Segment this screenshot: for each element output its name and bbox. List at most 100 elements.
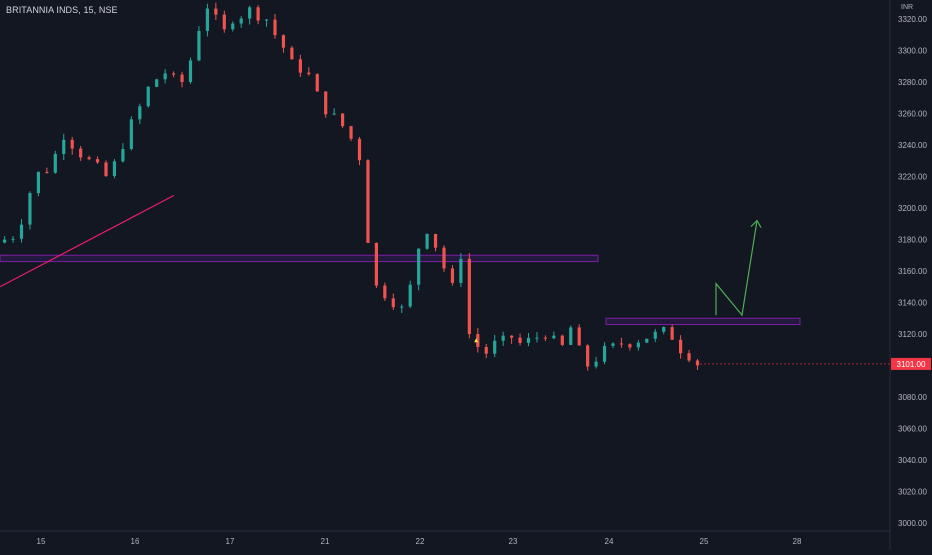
price-axis-tick: 3120.00 (898, 330, 927, 339)
up-candle (425, 233, 429, 249)
down-candle (577, 327, 581, 346)
down-candle (484, 346, 488, 354)
up-candle (129, 119, 133, 149)
down-candle (214, 8, 218, 15)
up-candle (112, 161, 117, 177)
signal-marker (474, 338, 479, 343)
price-axis-tick: 3140.00 (898, 299, 927, 308)
down-candle (273, 19, 277, 36)
price-axis-tick: 3060.00 (898, 425, 927, 434)
down-candle (180, 74, 184, 83)
up-candle (569, 327, 573, 345)
down-candle (172, 73, 176, 75)
trendline (0, 194, 175, 288)
down-candle (467, 258, 471, 335)
down-candle (324, 91, 328, 115)
down-candle (695, 360, 700, 366)
down-candle (341, 113, 345, 127)
price-axis-tick: 3080.00 (898, 393, 927, 402)
down-candle (79, 148, 83, 158)
up-candle (459, 258, 463, 283)
down-candle (679, 339, 683, 354)
up-candle (53, 153, 57, 173)
resistance-zone (0, 254, 599, 263)
time-axis-tick: 17 (226, 537, 235, 546)
last-price-badge (891, 357, 931, 370)
up-candle (146, 86, 150, 107)
up-candle (239, 18, 243, 24)
price-axis-tick: 3200.00 (898, 204, 927, 213)
down-candle (433, 233, 438, 248)
down-candle (357, 138, 362, 161)
up-candle (417, 248, 421, 285)
projection-arrow (715, 220, 758, 317)
down-candle (442, 247, 446, 269)
up-candle (205, 8, 209, 31)
up-candle (188, 60, 193, 83)
down-candle (290, 47, 294, 60)
down-candle (45, 171, 49, 173)
price-axis-tick: 3180.00 (898, 236, 927, 245)
up-candle (526, 337, 531, 343)
price-axis-tick: 3000.00 (898, 519, 927, 528)
price-axis-tick: 3020.00 (898, 488, 927, 497)
price-axis-tick: 3160.00 (898, 267, 927, 276)
up-candle (400, 306, 404, 308)
down-candle (222, 14, 226, 30)
down-candle (281, 35, 286, 48)
projection-arrow-head (750, 219, 762, 228)
up-candle (535, 337, 539, 339)
time-axis-tick: 24 (605, 537, 614, 546)
up-candle (28, 193, 32, 225)
up-candle (62, 139, 66, 154)
up-candle (138, 106, 142, 120)
down-candle (298, 59, 302, 73)
up-candle (501, 335, 505, 341)
down-candle (87, 157, 91, 160)
down-candle (315, 74, 319, 92)
down-candle (383, 285, 387, 299)
time-axis-tick: 16 (131, 537, 140, 546)
down-candle (510, 335, 514, 338)
up-candle (332, 113, 336, 115)
up-candle (36, 171, 40, 194)
up-candle (197, 30, 201, 61)
down-candle (95, 159, 100, 163)
up-candle (602, 345, 607, 362)
last-price-label: 3101.00 (897, 360, 926, 369)
time-axis-tick: 25 (700, 537, 709, 546)
up-candle (155, 79, 159, 87)
up-candle (594, 361, 598, 367)
currency-label: INR (901, 4, 914, 11)
symbol-title: BRITANNIA INDS, 15, NSE (6, 5, 118, 15)
up-candle (264, 19, 269, 21)
time-axis-tick: 22 (416, 537, 425, 546)
down-candle (104, 162, 108, 177)
time-axis-tick: 15 (37, 537, 46, 546)
up-candle (121, 148, 125, 162)
price-axis-tick: 3220.00 (898, 173, 927, 182)
down-candle (628, 344, 632, 348)
down-candle (391, 298, 395, 308)
up-candle (645, 338, 649, 343)
up-candle (248, 7, 252, 19)
up-candle (408, 284, 412, 307)
up-candle (636, 342, 640, 348)
down-candle (349, 126, 353, 139)
down-candle (307, 72, 311, 75)
resistance-zone (605, 317, 801, 326)
price-axis-tick: 3320.00 (898, 15, 927, 24)
down-candle (586, 345, 590, 367)
time-axis-tick: 28 (793, 537, 802, 546)
up-candle (611, 343, 615, 346)
time-axis-tick: 23 (509, 537, 518, 546)
down-candle (670, 327, 674, 340)
down-candle (256, 7, 260, 21)
down-candle (560, 335, 564, 345)
down-candle (619, 343, 624, 345)
up-candle (653, 331, 657, 339)
up-candle (11, 238, 15, 240)
